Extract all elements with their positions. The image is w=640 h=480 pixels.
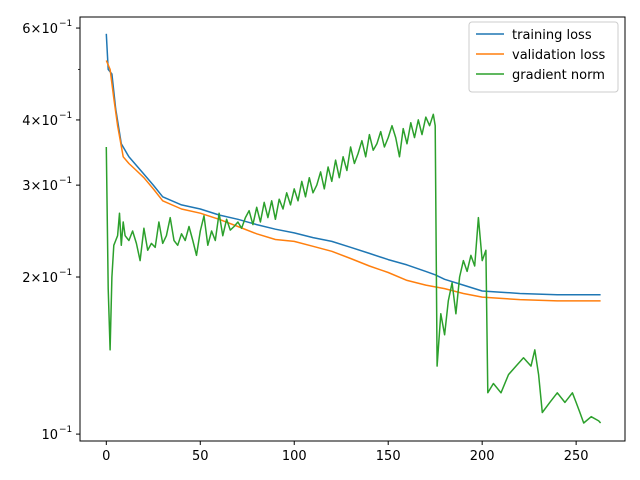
y-tick-prefix: 2× [22, 271, 41, 286]
series-line-1 [105, 60, 601, 302]
y-tick-exponent: −1 [59, 176, 72, 186]
y-tick-exponent: −1 [59, 425, 72, 435]
y-tick-label: 4×10 [22, 114, 58, 129]
legend-label: validation loss [512, 48, 605, 63]
x-tick-label: 200 [470, 449, 495, 464]
y-tick-prefix: 3× [22, 179, 41, 194]
x-tick-label: 250 [564, 449, 589, 464]
series-line-0 [105, 33, 601, 296]
y-tick-prefix: 4× [22, 114, 41, 129]
y-tick-label: 3×10 [22, 179, 58, 194]
legend-label: gradient norm [512, 68, 605, 83]
y-tick-label: 6×10 [22, 22, 58, 37]
y-tick-exponent: −1 [59, 19, 72, 29]
x-tick-label: 50 [192, 449, 209, 464]
legend: training loss validation loss gradient nor… [468, 21, 619, 93]
y-tick-label: 10 [41, 428, 58, 443]
y-tick-base: 10 [41, 271, 58, 286]
series-line-2 [105, 113, 602, 424]
x-axis-ticks: 0 50 100 150 200 250 [102, 441, 589, 464]
y-tick-base: 10 [41, 428, 58, 443]
y-tick-exponent: −1 [59, 268, 72, 278]
y-tick-base: 10 [41, 114, 58, 129]
series-lines [105, 33, 602, 424]
legend-box [468, 21, 619, 93]
y-tick-label: 2×10 [22, 271, 58, 286]
y-tick-prefix: 6× [22, 22, 41, 37]
x-tick-label: 0 [102, 449, 110, 464]
y-axis-ticks: 10 −12×10 −13×10 −14×10 −16×10 −1 [22, 19, 80, 443]
y-tick-base: 10 [41, 22, 58, 37]
y-tick-base: 10 [41, 179, 58, 194]
x-tick-label: 100 [282, 449, 307, 464]
legend-label: training loss [512, 28, 592, 43]
y-tick-exponent: −1 [59, 111, 72, 121]
x-tick-label: 150 [376, 449, 401, 464]
